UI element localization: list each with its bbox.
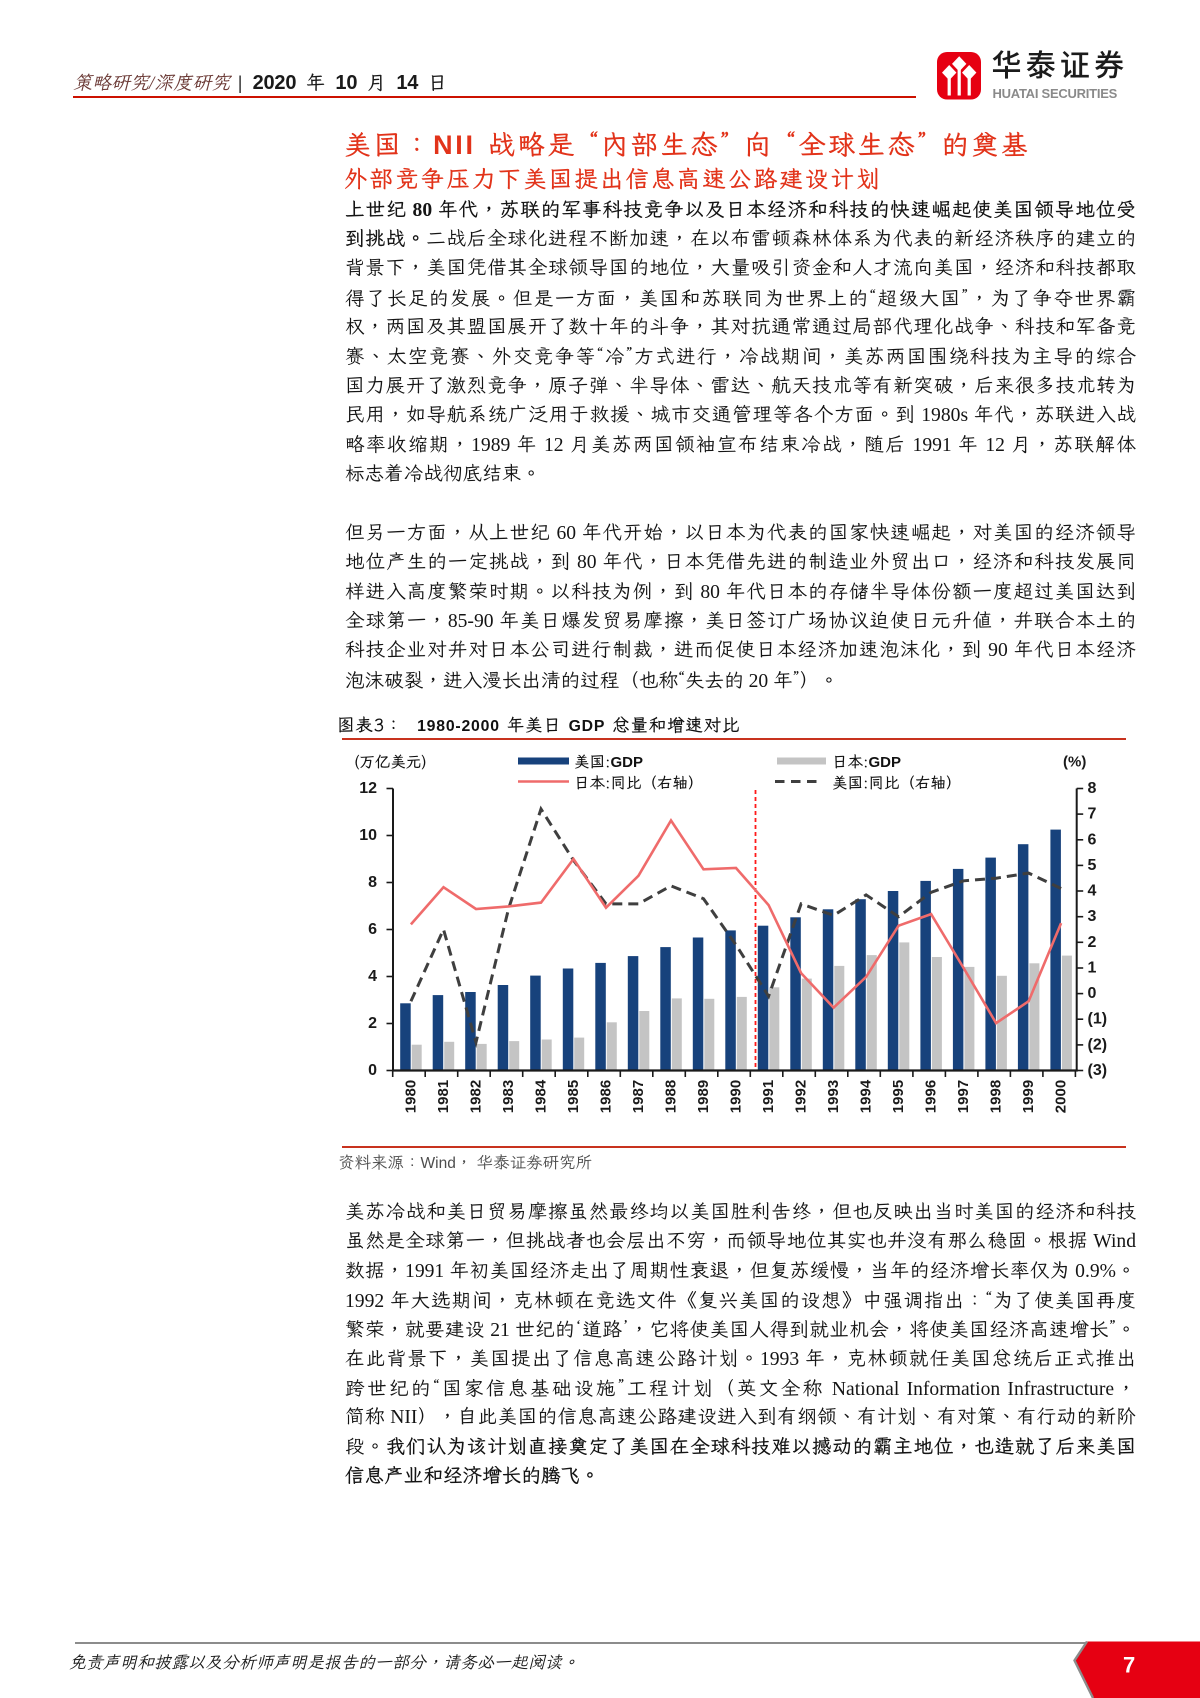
svg-text:1989: 1989 bbox=[695, 1080, 712, 1113]
svg-text:1997: 1997 bbox=[955, 1080, 972, 1113]
svg-text:3: 3 bbox=[1088, 908, 1097, 925]
svg-text:(1): (1) bbox=[1088, 1011, 1108, 1028]
svg-text:1990: 1990 bbox=[728, 1080, 745, 1113]
svg-text:1996: 1996 bbox=[923, 1080, 940, 1113]
svg-text:2: 2 bbox=[368, 1015, 377, 1032]
svg-text:1981: 1981 bbox=[435, 1080, 452, 1113]
svg-text:1983: 1983 bbox=[500, 1080, 517, 1113]
svg-text:美国:GDP: 美国:GDP bbox=[574, 752, 643, 772]
svg-text:0: 0 bbox=[1088, 985, 1097, 1002]
svg-text:4: 4 bbox=[1088, 883, 1097, 900]
svg-text:日本:GDP: 日本:GDP bbox=[832, 752, 901, 772]
svg-text:1980: 1980 bbox=[402, 1080, 419, 1113]
svg-text:1994: 1994 bbox=[858, 1079, 875, 1113]
svg-text:1985: 1985 bbox=[565, 1080, 582, 1113]
svg-text:(%): (%) bbox=[1063, 754, 1086, 771]
svg-text:1999: 1999 bbox=[1020, 1080, 1037, 1113]
svg-text:1984: 1984 bbox=[533, 1079, 550, 1113]
svg-text:2000: 2000 bbox=[1053, 1080, 1070, 1113]
svg-text:(2): (2) bbox=[1088, 1036, 1108, 1053]
svg-text:6: 6 bbox=[1088, 831, 1097, 848]
svg-text:8: 8 bbox=[368, 874, 377, 891]
svg-text:2: 2 bbox=[1088, 934, 1097, 951]
svg-text:8: 8 bbox=[1088, 780, 1097, 797]
svg-text:美国:同比（右轴）: 美国:同比（右轴） bbox=[832, 773, 961, 793]
svg-text:7: 7 bbox=[1088, 806, 1097, 823]
svg-text:1988: 1988 bbox=[663, 1080, 680, 1113]
svg-text:10: 10 bbox=[359, 827, 377, 844]
svg-text:(万亿美元): (万亿美元) bbox=[354, 752, 427, 772]
svg-text:6: 6 bbox=[368, 921, 377, 938]
svg-text:4: 4 bbox=[368, 968, 377, 985]
svg-text:7: 7 bbox=[1123, 1653, 1135, 1678]
svg-text:1: 1 bbox=[1088, 960, 1097, 977]
svg-text:12: 12 bbox=[359, 780, 377, 797]
svg-text:1991: 1991 bbox=[760, 1080, 777, 1113]
svg-text:1995: 1995 bbox=[890, 1080, 907, 1113]
svg-text:1993: 1993 bbox=[825, 1080, 842, 1113]
svg-text:1992: 1992 bbox=[793, 1080, 810, 1113]
svg-text:(3): (3) bbox=[1088, 1062, 1108, 1079]
svg-text:1998: 1998 bbox=[988, 1080, 1005, 1113]
svg-text:1986: 1986 bbox=[598, 1080, 615, 1113]
svg-text:0: 0 bbox=[368, 1062, 377, 1079]
svg-text:5: 5 bbox=[1088, 857, 1097, 874]
svg-text:1987: 1987 bbox=[630, 1080, 647, 1113]
svg-text:日本:同比（右轴）: 日本:同比（右轴） bbox=[574, 773, 703, 793]
svg-text:1982: 1982 bbox=[468, 1080, 485, 1113]
